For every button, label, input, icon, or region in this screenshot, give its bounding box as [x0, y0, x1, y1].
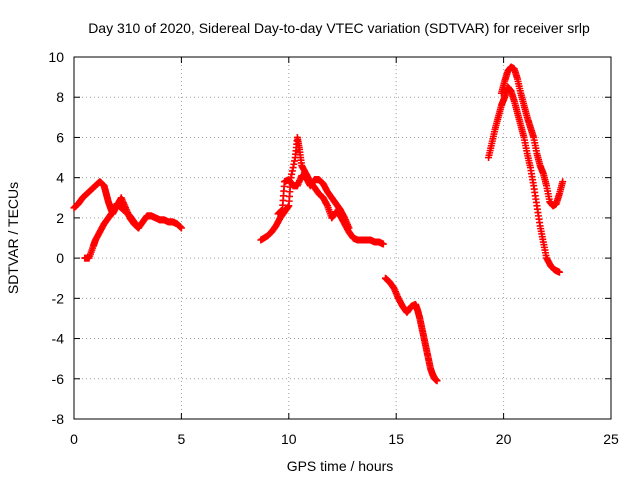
grid: [74, 57, 611, 419]
y-axis-ticks: -8 -6 -4 -2 0 2 4 6 8 10: [48, 49, 611, 427]
plot-frame: [73, 56, 612, 420]
x-tick-label: 20: [496, 431, 512, 447]
data-point: [433, 377, 441, 385]
series-segment-4: [485, 83, 563, 276]
x-tick-label: 10: [281, 431, 297, 447]
series-segment-1: [70, 178, 185, 232]
y-tick-label: 0: [56, 250, 64, 266]
x-tick-label: 5: [178, 431, 186, 447]
y-tick-label: 2: [56, 210, 64, 226]
data-point: [379, 240, 387, 248]
data-point: [177, 224, 185, 232]
data-point: [555, 268, 563, 276]
x-tick-label: 25: [603, 431, 619, 447]
y-axis-label: SDTVAR / TECUs: [5, 182, 21, 294]
series-segment-2: [257, 133, 387, 248]
series-segment-1-lower: [81, 200, 142, 262]
y-tick-label: 8: [56, 89, 64, 105]
x-tick-label: 0: [70, 431, 78, 447]
y-tick-label: -6: [52, 371, 65, 387]
data-points: [70, 63, 567, 385]
y-tick-label: 4: [56, 170, 64, 186]
y-tick-label: 10: [48, 49, 64, 65]
x-axis-ticks: 0 5 10 15 20 25: [70, 57, 619, 447]
y-tick-label: -2: [52, 290, 65, 306]
data-point: [345, 224, 353, 232]
data-point: [559, 178, 567, 186]
series-segment-2-upper: [274, 172, 353, 232]
y-tick-label: -4: [52, 331, 65, 347]
y-tick-label: 6: [56, 129, 64, 145]
data-point: [134, 224, 142, 232]
chart-title: Day 310 of 2020, Sidereal Day-to-day VTE…: [88, 20, 590, 36]
series-segment-4-upper: [497, 63, 567, 210]
y-tick-label: -8: [52, 411, 65, 427]
x-axis-label: GPS time / hours: [287, 458, 394, 474]
x-tick-label: 15: [388, 431, 404, 447]
series-segment-3: [381, 274, 441, 385]
